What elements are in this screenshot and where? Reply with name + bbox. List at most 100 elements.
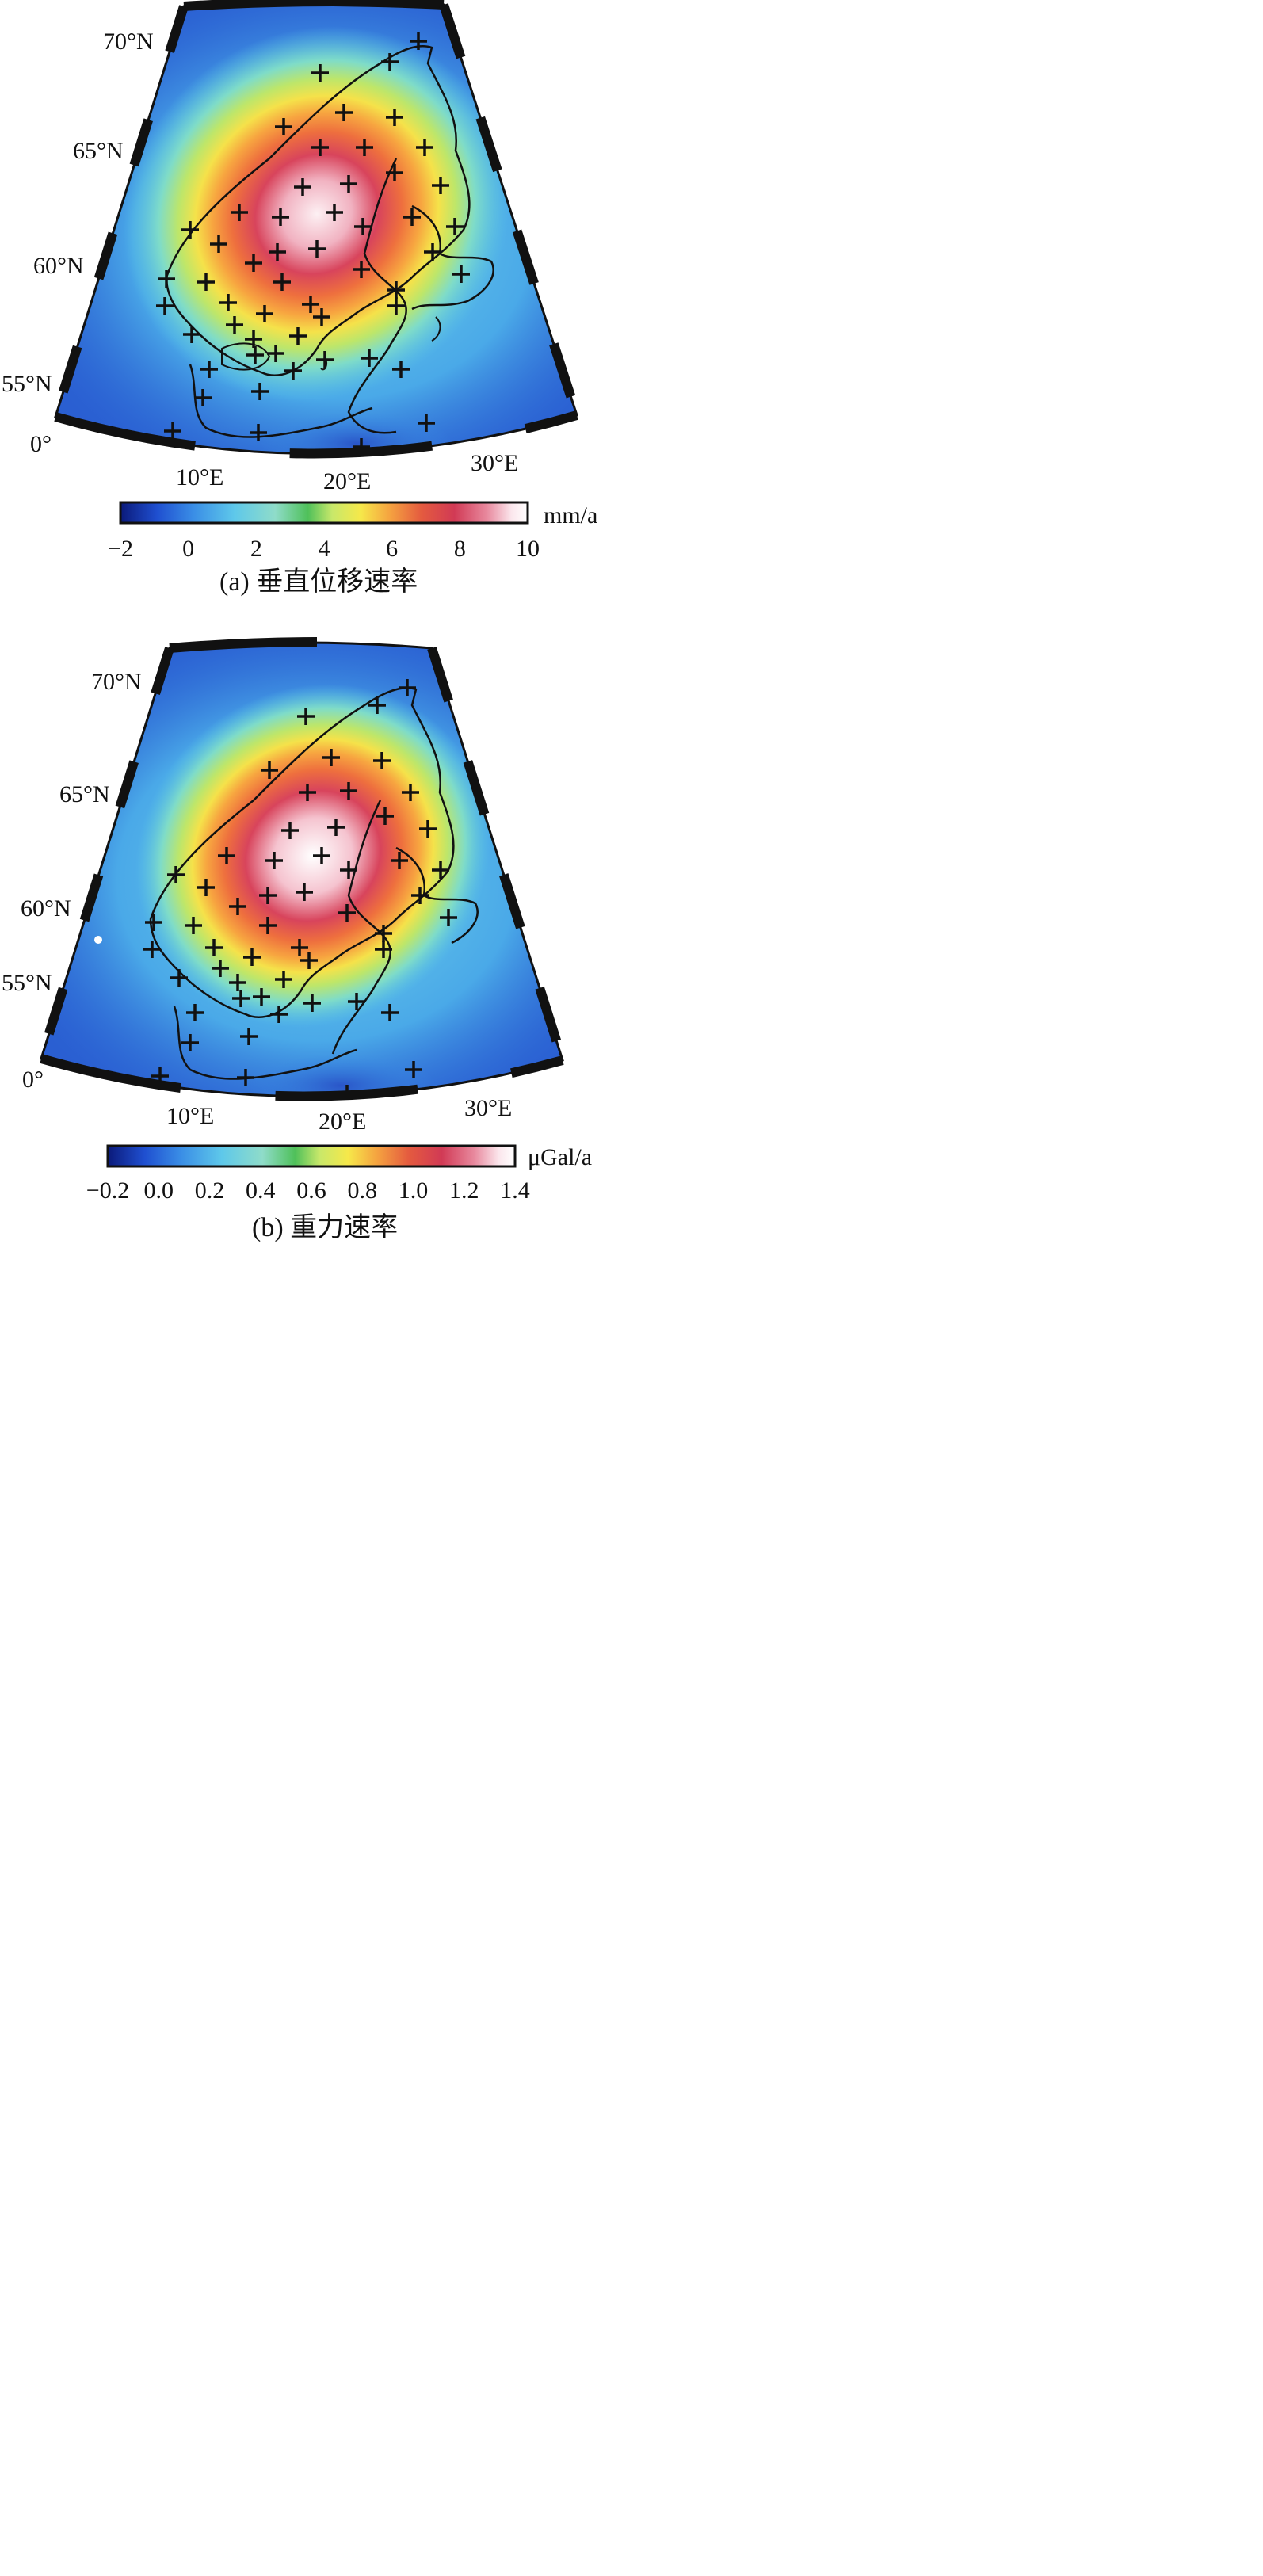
panel-b-station-marker xyxy=(340,861,357,879)
colorbar-unit-b: μGal/a xyxy=(528,1144,592,1170)
caption-a: (a) 垂直位移速率 xyxy=(219,567,418,597)
coastline-finland-b xyxy=(395,846,479,945)
panel-a-colorbar-tick-label: 10 xyxy=(516,536,540,562)
panel-b-colorbar-tick-label: 1.4 xyxy=(500,1177,530,1204)
frame-right-b xyxy=(427,647,567,1062)
lat-label-65: 65°N xyxy=(73,138,124,164)
coastline-south xyxy=(189,364,373,438)
origin-label: 0° xyxy=(30,431,52,457)
panel-b-station-marker xyxy=(373,752,391,769)
frame-top-black-b xyxy=(169,637,318,653)
panel-a-station-marker xyxy=(245,254,262,272)
lat-label-65-b: 65°N xyxy=(59,781,110,807)
panel-b-station-marker xyxy=(405,1061,422,1078)
panel-b-station-marker xyxy=(170,969,188,987)
frame-bottom-a xyxy=(54,410,578,459)
lon-label-20: 20°E xyxy=(323,468,371,494)
panel-a-station-marker xyxy=(452,265,470,283)
panel-b-station-marker xyxy=(218,847,235,864)
panel-b-station-marker xyxy=(432,861,449,879)
panel-a-station-marker xyxy=(410,32,427,50)
panel-a-station-marker xyxy=(446,218,464,235)
frame-right-a xyxy=(439,3,582,417)
panel-b-colorbar-tick-label: −0.2 xyxy=(86,1177,129,1204)
panel-a-station-marker xyxy=(273,273,291,291)
panel-a-station-marker xyxy=(424,243,441,261)
panel-a-station-marker xyxy=(181,221,199,239)
panel-b-station-marker xyxy=(399,679,416,696)
panel-a-station-marker xyxy=(183,326,200,343)
panel-a-station-marker xyxy=(354,218,372,235)
panel-a-station-marker xyxy=(250,424,267,441)
panel-b-station-marker xyxy=(253,988,270,1006)
panel-b-station-marker xyxy=(197,879,215,896)
panel-b-colorbar-tick-label: 1.2 xyxy=(449,1177,479,1204)
panel-a-colorbar-tick-label: 8 xyxy=(454,536,466,562)
lat-label-70: 70°N xyxy=(103,29,154,55)
panel-a-colorbar-tick-label: −2 xyxy=(108,536,133,562)
panel-a-station-marker xyxy=(284,362,302,380)
panel-b-station-marker xyxy=(411,887,429,904)
panel-b-station-marker xyxy=(338,904,356,922)
panel-a-station-marker xyxy=(311,139,329,156)
panel-a-station-marker xyxy=(387,281,405,299)
panel-a-station-marker xyxy=(251,383,269,400)
panel-b-station-marker xyxy=(348,993,365,1010)
panel-a-station-marker xyxy=(326,204,343,221)
coastline-scandinavia xyxy=(165,44,471,376)
caption-b: (b) 重力速率 xyxy=(252,1212,398,1242)
panel-b-station-marker xyxy=(281,822,299,839)
lat-label-70-b: 70°N xyxy=(91,669,142,695)
panel-b-colorbar-tick-label: 0.8 xyxy=(348,1177,378,1204)
panel-b-station-marker xyxy=(145,914,162,931)
panel-b-station-marker xyxy=(229,974,246,991)
lon-label-20-b: 20°E xyxy=(319,1109,366,1135)
panel-a-station-marker xyxy=(164,422,181,440)
panel-b-station-marker xyxy=(375,941,392,958)
panel-a-station-marker xyxy=(387,297,405,315)
panel-b-station-marker xyxy=(376,807,394,825)
panel-a-station-marker xyxy=(246,346,264,364)
lon-label-10-b: 10°E xyxy=(166,1103,214,1129)
panel-b-station-marker xyxy=(368,696,386,714)
panel-a-station-marker xyxy=(267,345,284,362)
panel-a-station-marker xyxy=(340,175,357,193)
panel-a-station-marker xyxy=(156,297,174,315)
panel-b-station-marker xyxy=(391,852,408,869)
panel-b-station-marker xyxy=(143,941,161,958)
panel-a-station-marker xyxy=(432,177,449,194)
panel-b-station-marker xyxy=(375,925,392,942)
coastline-denmark xyxy=(221,342,271,371)
panel-a-station-marker xyxy=(226,316,243,334)
panel-b-colorbar-tick-label: 0.4 xyxy=(246,1177,276,1204)
panel-b-station-marker xyxy=(261,761,278,779)
panel-a-station-marker xyxy=(256,305,273,322)
panel-a-station-marker xyxy=(294,178,311,196)
panel-b-station-marker xyxy=(275,971,292,988)
lat-label-60: 60°N xyxy=(33,253,84,279)
map-b xyxy=(41,643,563,1097)
panel-a-colorbar-tick-label: 2 xyxy=(250,536,262,562)
frame-left-a xyxy=(51,5,189,418)
panel-b-station-marker xyxy=(381,1004,399,1021)
panel-a-station-marker xyxy=(416,139,433,156)
coastline-scandinavia-b xyxy=(149,686,455,1018)
panel-b-station-marker xyxy=(229,898,246,915)
lon-label-10: 10°E xyxy=(176,464,223,490)
panel-b-station-marker xyxy=(297,708,315,725)
panel-b-station-marker xyxy=(291,939,308,956)
panel-a-station-marker xyxy=(245,330,262,348)
origin-label-b: 0° xyxy=(22,1067,44,1093)
coastline-finland xyxy=(411,204,494,311)
panel-a-station-marker xyxy=(210,235,227,253)
panel-b-station-marker xyxy=(299,784,316,801)
panel-a-station-marker xyxy=(386,109,403,126)
panel-b-colorbar-tick-label: 0.6 xyxy=(296,1177,326,1204)
colorbar-b: −0.2 0.0 0.2 0.4 0.6 0.8 1.0 1.2 1.4 μGal/a xyxy=(86,1144,592,1204)
panel-b-station-marker xyxy=(232,990,250,1007)
panel-a-station-marker xyxy=(289,327,307,345)
panel-b-station-marker xyxy=(270,1006,288,1023)
panel-b-station-marker xyxy=(440,909,457,926)
lon-label-30-b: 30°E xyxy=(464,1095,512,1121)
frame-top-black-a xyxy=(183,0,334,11)
